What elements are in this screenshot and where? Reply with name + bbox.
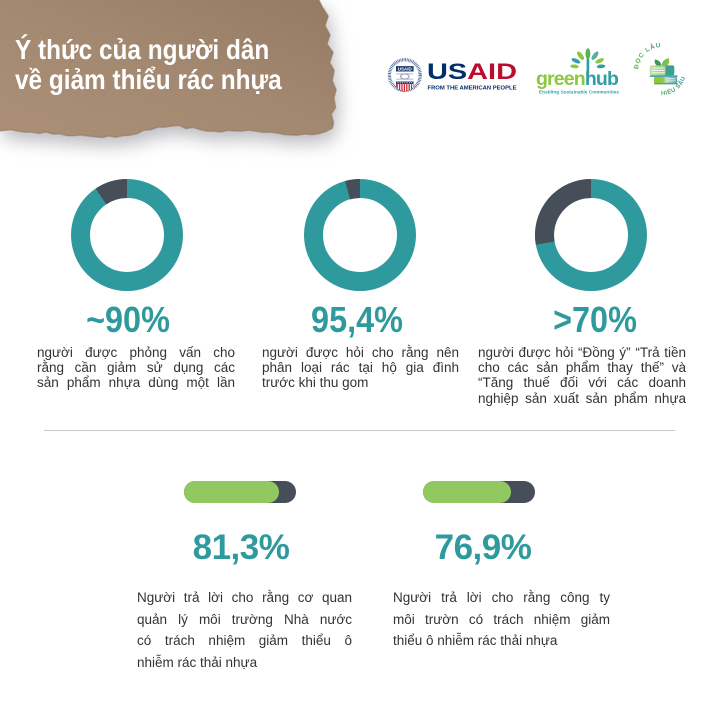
svg-text:FROM THE AMERICAN PEOPLE: FROM THE AMERICAN PEOPLE [428,86,518,92]
svg-text:Enabling Sustainable Communiti: Enabling Sustainable Communities [539,90,619,95]
svg-text:USAID: USAID [398,67,412,72]
svg-text:USAID: USAID [427,59,517,84]
svg-text:greenhub: greenhub [536,68,619,90]
